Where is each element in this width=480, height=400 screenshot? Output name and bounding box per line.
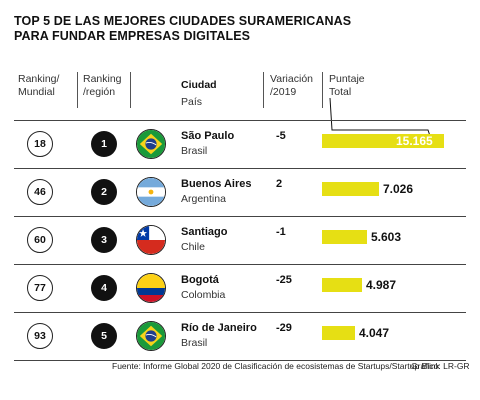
country-name: Brasil: [181, 337, 208, 349]
world-rank-badge: 46: [27, 179, 53, 205]
variation-value: -5: [276, 130, 286, 142]
header-variacion: Variación /2019: [270, 73, 313, 99]
country-name: Brasil: [181, 145, 208, 157]
world-rank-badge: 77: [27, 275, 53, 301]
row-divider: [14, 312, 466, 313]
row-divider: [14, 360, 466, 361]
world-rank-badge: 18: [27, 131, 53, 157]
city-name: Bogotá: [181, 274, 219, 286]
header-puntaje-line-1: Puntaje: [329, 73, 365, 85]
score-bar: [322, 278, 362, 292]
world-rank-badge: 60: [27, 227, 53, 253]
row-divider: [14, 216, 466, 217]
variation-value: -1: [276, 226, 286, 238]
credit-note: Gráfico: LR-GR: [411, 361, 470, 371]
header-variacion-line-2: /2019: [270, 86, 297, 98]
score-label: 4.047: [359, 326, 390, 340]
header-ranking-mundial: Ranking/ Mundial: [18, 73, 59, 99]
chile-flag-icon: [136, 225, 166, 255]
city-name: Buenos Aires: [181, 178, 252, 190]
region-rank-badge: 5: [91, 323, 117, 349]
city-name: Santiago: [181, 226, 228, 238]
row-divider: [14, 120, 466, 121]
score-bar: [322, 326, 355, 340]
colombia-flag-icon: [136, 273, 166, 303]
score-label: 4.987: [366, 278, 397, 292]
header-separator: [263, 72, 264, 108]
region-rank-badge: 3: [91, 227, 117, 253]
score-bar: [322, 182, 379, 196]
country-name: Chile: [181, 241, 205, 253]
source-note: Fuente: Informe Global 2020 de Clasifica…: [112, 361, 440, 371]
brazil-flag-icon: [136, 321, 166, 351]
row-divider: [14, 168, 466, 169]
score-label: 5.603: [371, 230, 402, 244]
city-name: São Paulo: [181, 130, 235, 142]
header-ciudad: Ciudad: [181, 79, 217, 91]
header-pais: País: [181, 96, 203, 108]
score-bar: [322, 134, 444, 148]
header-separator: [322, 72, 323, 108]
header-ranking-mundial-line-2: Mundial: [18, 86, 55, 98]
variation-value: -25: [276, 274, 292, 286]
header-puntaje-line-2: Total: [329, 86, 352, 98]
world-rank-badge: 93: [27, 323, 53, 349]
region-rank-badge: 2: [91, 179, 117, 205]
argentina-flag-icon: [136, 177, 166, 207]
header-ranking-region-line-1: Ranking: [83, 73, 122, 85]
row-divider: [14, 264, 466, 265]
variation-value: 2: [276, 178, 283, 190]
variation-value: -29: [276, 322, 292, 334]
region-rank-badge: 4: [91, 275, 117, 301]
city-name: Río de Janeiro: [181, 322, 257, 334]
header-ranking-region: Ranking /región: [83, 73, 122, 99]
score-label: 7.026: [383, 182, 414, 196]
header-ranking-mundial-line-1: Ranking/: [18, 73, 60, 85]
header-ranking-region-line-2: /región: [83, 86, 116, 98]
header-separator: [77, 72, 78, 108]
header-variacion-line-1: Variación: [270, 73, 313, 85]
header-puntaje: Puntaje Total: [329, 73, 365, 99]
chart-title: TOP 5 DE LAS MEJORES CIUDADES SURAMERICA…: [14, 14, 454, 44]
title-line-1: TOP 5 DE LAS MEJORES CIUDADES SURAMERICA…: [14, 14, 352, 28]
title-line-2: PARA FUNDAR EMPRESAS DIGITALES: [14, 29, 251, 43]
region-rank-badge: 1: [91, 131, 117, 157]
header-separator: [130, 72, 131, 108]
score-label: 15.165: [396, 134, 433, 148]
score-bar: [322, 230, 367, 244]
country-name: Argentina: [181, 193, 226, 205]
country-name: Colombia: [181, 289, 226, 301]
brazil-flag-icon: [136, 129, 166, 159]
